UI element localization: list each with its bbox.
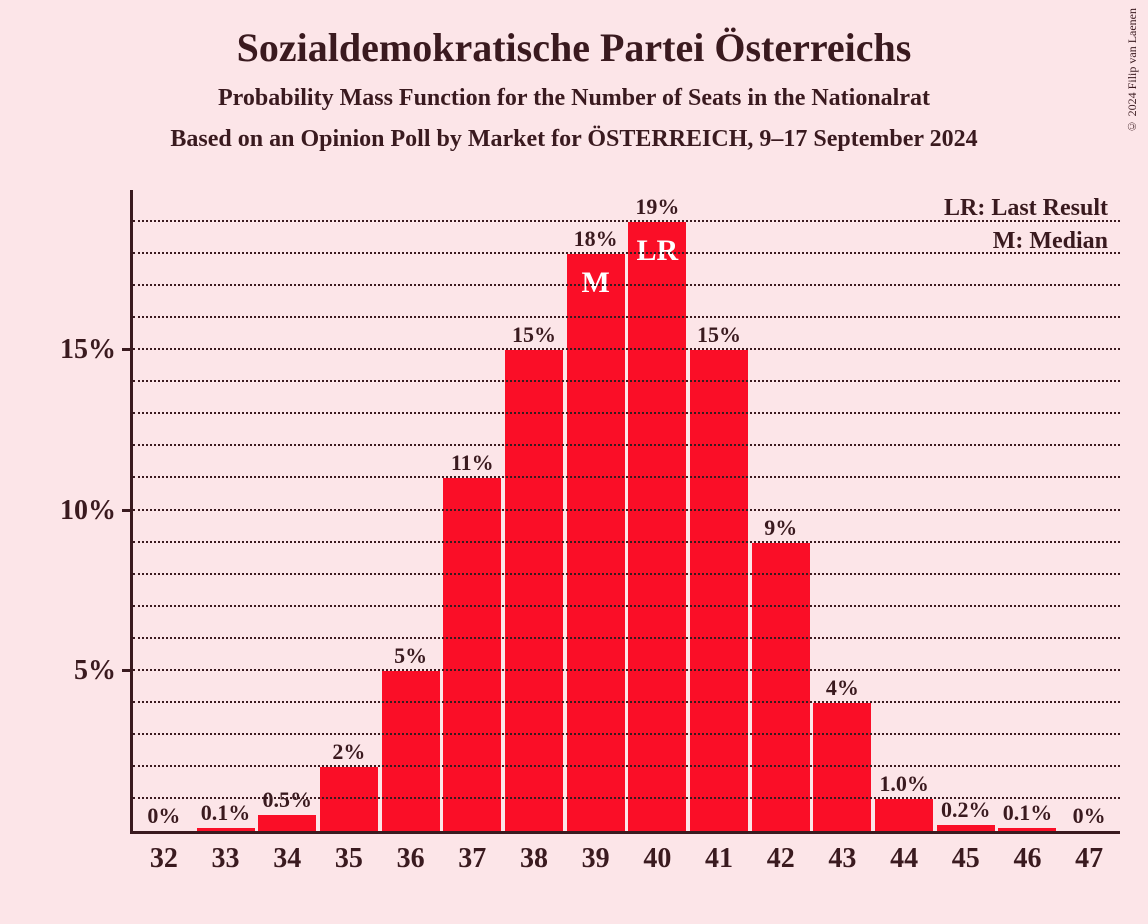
x-axis-label: 33 [212,843,240,875]
gridline-minor [133,412,1120,414]
y-tick-mark [122,348,130,351]
x-axis-label: 43 [828,843,856,875]
bar: 19%LR [628,222,686,831]
bar-value-label: 18% [567,226,625,252]
bar: 11% [443,478,501,831]
bar: 4% [813,703,871,831]
gridline-major [133,509,1120,511]
x-axis-label: 36 [397,843,425,875]
chart-subtitle: Probability Mass Function for the Number… [0,85,1148,112]
bar: 0.1% [998,828,1056,831]
bar: 5% [382,671,440,831]
bar-value-label: 0.5% [258,787,316,813]
bar: 1.0% [875,799,933,831]
x-axis-label: 32 [150,843,178,875]
bar-value-label: 15% [690,322,748,348]
gridline-minor [133,573,1120,575]
x-axis-label: 37 [458,843,486,875]
bar-value-label: 15% [505,322,563,348]
x-axis-label: 34 [273,843,301,875]
gridline-major [133,669,1120,671]
bar-value-label: 0% [1060,803,1118,829]
y-axis-label: 10% [60,495,116,527]
bar-value-label: 5% [382,643,440,669]
x-axis-label: 47 [1075,843,1103,875]
x-axis-label: 45 [952,843,980,875]
bar-value-label: 2% [320,739,378,765]
bar: 0.5% [258,815,316,831]
bar-value-label: 11% [443,450,501,476]
bar-marker: M [567,266,625,300]
chart-subtitle2: Based on an Opinion Poll by Market for Ö… [0,126,1148,153]
x-axis-label: 35 [335,843,363,875]
bar-value-label: 0.1% [998,800,1056,826]
x-axis-label: 38 [520,843,548,875]
x-axis-label: 39 [582,843,610,875]
bar-marker: LR [628,234,686,268]
x-axis-label: 42 [767,843,795,875]
gridline-minor [133,765,1120,767]
copyright-text: © 2024 Filip van Laenen [1125,8,1140,133]
gridline-minor [133,252,1120,254]
bar-value-label: 0.1% [197,800,255,826]
y-axis-label: 15% [60,334,116,366]
bar-value-label: 4% [813,675,871,701]
bar-value-label: 1.0% [875,771,933,797]
gridline-minor [133,701,1120,703]
chart-title: Sozialdemokratische Partei Österreichs [0,0,1148,71]
gridline-minor [133,220,1120,222]
gridline-minor [133,541,1120,543]
bar: 0.2% [937,825,995,831]
gridline-minor [133,380,1120,382]
y-axis-label: 5% [74,655,116,687]
gridline-minor [133,637,1120,639]
bar: 2% [320,767,378,831]
bar: 0.1% [197,828,255,831]
gridline-minor [133,476,1120,478]
x-axis-label: 46 [1013,843,1041,875]
y-tick-mark [122,669,130,672]
chart-container: © 2024 Filip van Laenen Sozialdemokratis… [0,0,1148,924]
bar-value-label: 9% [752,515,810,541]
x-axis-label: 40 [643,843,671,875]
gridline-minor [133,444,1120,446]
bar: 15% [505,350,563,831]
y-tick-mark [122,509,130,512]
gridline-minor [133,316,1120,318]
gridline-minor [133,605,1120,607]
gridline-minor [133,797,1120,799]
x-axis-label: 41 [705,843,733,875]
gridline-major [133,348,1120,350]
bar-value-label: 0.2% [937,797,995,823]
x-axis-label: 44 [890,843,918,875]
bar-value-label: 0% [135,803,193,829]
bar: 9% [752,543,810,831]
gridline-minor [133,733,1120,735]
chart-plot-area: 0%320.1%330.5%342%355%3611%3715%3818%M39… [130,190,1120,834]
bar-value-label: 19% [628,194,686,220]
x-axis [130,831,1120,834]
gridline-minor [133,284,1120,286]
bar: 15% [690,350,748,831]
